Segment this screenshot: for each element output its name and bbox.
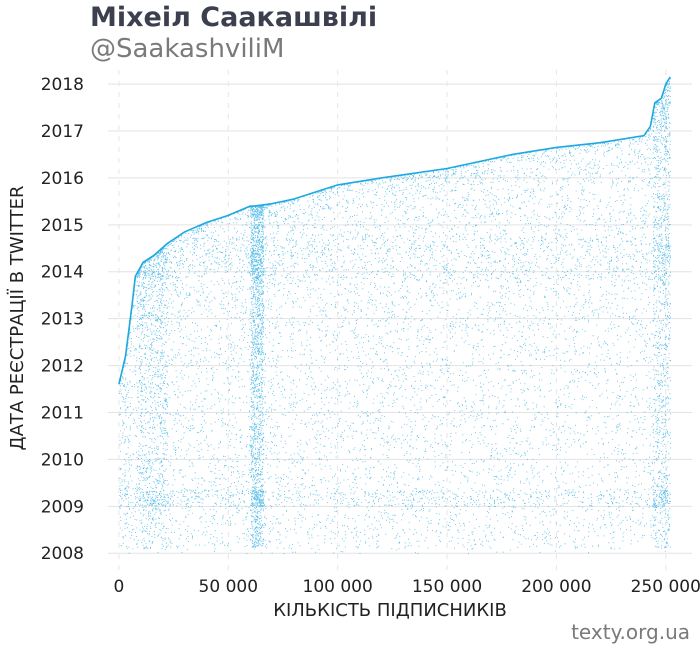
x-tick-label: 150 000 — [412, 577, 482, 597]
y-tick-label: 2018 — [41, 75, 84, 95]
upper-envelope — [118, 76, 671, 385]
y-tick-label: 2008 — [41, 544, 84, 564]
y-tick-label: 2015 — [41, 216, 84, 236]
y-tick-label: 2016 — [41, 169, 84, 189]
y-tick-label: 2013 — [41, 310, 84, 330]
x-axis-ticks: 0 50 000 100 000 150 000 200 000 250 000 — [114, 577, 700, 597]
source-credit: texty.org.ua — [571, 620, 690, 644]
y-tick-label: 2014 — [41, 263, 84, 283]
x-axis-title: КІЛЬКІСТЬ ПІДПИСНИКІВ — [273, 600, 507, 621]
x-tick-label: 0 — [114, 577, 125, 597]
chart-title: Міхеіл Саакашвілі — [90, 2, 378, 33]
x-tick-label: 50 000 — [199, 577, 258, 597]
y-tick-label: 2012 — [41, 357, 84, 377]
chart-subtitle: @SaakashviliM — [90, 34, 285, 64]
y-axis-ticks: 2008 2009 2010 2011 2012 2013 2014 2015 2016 2017… — [41, 75, 84, 564]
x-tick-label: 100 000 — [303, 577, 373, 597]
y-tick-label: 2010 — [41, 450, 84, 470]
upper-envelope-line — [118, 76, 671, 385]
x-tick-label: 250 000 — [631, 577, 700, 597]
y-tick-label: 2011 — [41, 403, 84, 423]
scatter-points — [119, 77, 671, 555]
y-tick-label: 2009 — [41, 497, 84, 517]
grid — [108, 70, 692, 572]
x-tick-label: 200 000 — [521, 577, 591, 597]
scatter-point-cloud — [119, 77, 671, 555]
y-axis-title: ДАТА РЕЄСТРАЦІЇ В TWITTER — [7, 186, 28, 451]
y-tick-label: 2017 — [41, 122, 84, 142]
